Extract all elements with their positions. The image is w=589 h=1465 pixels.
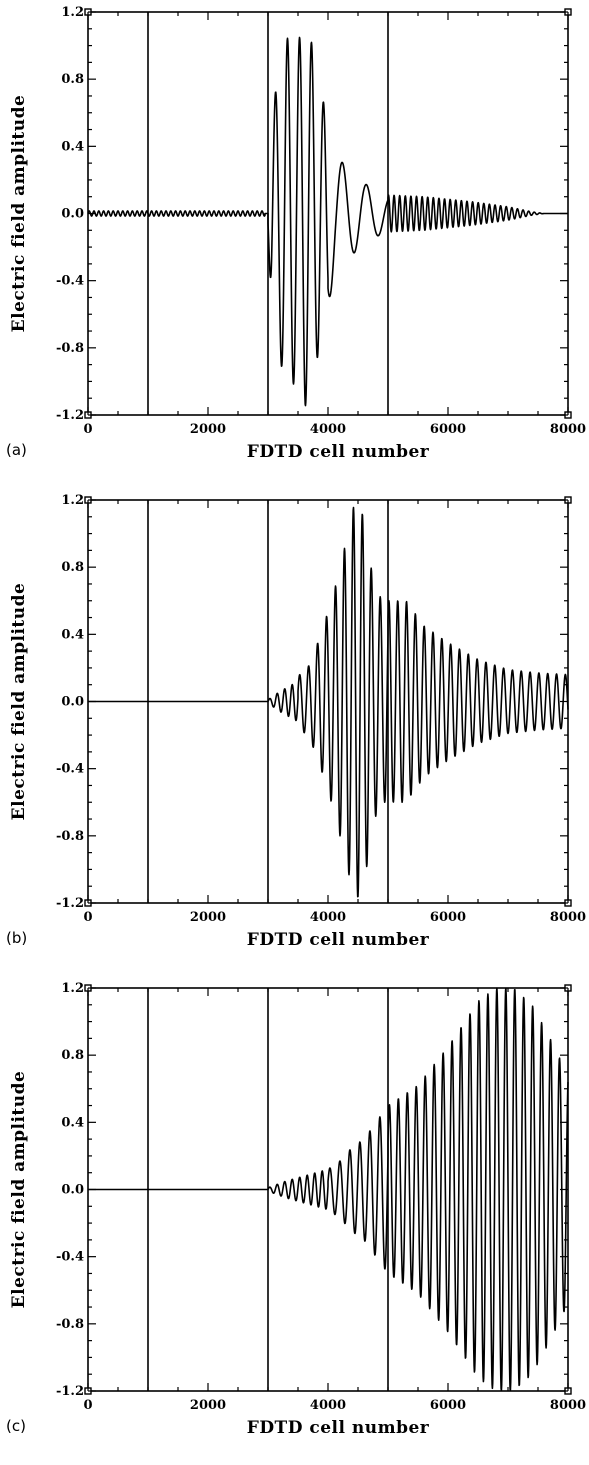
panel-label: (c) <box>6 1417 26 1435</box>
y-tick-label: 0.8 <box>61 560 84 575</box>
y-tick-label: -0.4 <box>56 1250 84 1265</box>
y-tick-label: -0.8 <box>56 1317 84 1332</box>
chart-panel-c: 0 2000 4000 6000 8000 1.2 0.8 0.4 0.0 -0.4 -0.8 -1.… <box>0 976 589 1464</box>
x-tick-label: 0 <box>83 1398 92 1413</box>
panel-label: (b) <box>6 929 27 947</box>
x-axis-label: FDTD cell number <box>247 930 430 950</box>
x-tick-label: 8000 <box>550 910 586 925</box>
x-tick-label: 2000 <box>190 910 226 925</box>
electric-field-series-line <box>87 506 569 898</box>
y-tick-label: -0.8 <box>56 341 84 356</box>
y-tick-label: -0.4 <box>56 274 84 289</box>
electric-field-series-line <box>87 36 569 407</box>
chart-svg: 0 2000 4000 6000 8000 1.2 0.8 0.4 0.0 -0.4 -0.8 -1.… <box>6 981 586 1438</box>
y-tick-label: -1.2 <box>56 1384 84 1399</box>
y-tick-label: 0.4 <box>61 1115 84 1130</box>
x-tick-label: 2000 <box>190 422 226 437</box>
y-tick-label: -0.4 <box>56 762 84 777</box>
y-tick-label: -1.2 <box>56 408 84 423</box>
y-tick-label: 0.8 <box>61 72 84 87</box>
x-tick-label: 0 <box>83 422 92 437</box>
chart-panel-a: 0 2000 4000 6000 8000 1.2 0.8 0.4 0.0 -0.4 -0.8 -1.… <box>0 0 589 488</box>
x-tick-label: 6000 <box>430 1398 466 1413</box>
y-tick-label: 1.2 <box>61 981 84 996</box>
panel-label: (a) <box>6 441 27 459</box>
x-tick-label: 8000 <box>550 1398 586 1413</box>
y-axis-label: Electric field amplitude <box>9 1071 29 1309</box>
x-tick-label: 8000 <box>550 422 586 437</box>
chart-svg: 0 2000 4000 6000 8000 1.2 0.8 0.4 0.0 -0.4 -0.8 -1.… <box>6 493 586 950</box>
y-tick-label: 0.0 <box>61 207 84 222</box>
y-tick-label: 0.4 <box>61 627 84 642</box>
x-tick-label: 6000 <box>430 422 466 437</box>
x-tick-label: 0 <box>83 910 92 925</box>
y-tick-label: 0.4 <box>61 139 84 154</box>
y-axis-label: Electric field amplitude <box>9 95 29 333</box>
x-tick-label: 4000 <box>310 422 346 437</box>
y-tick-label: -1.2 <box>56 896 84 911</box>
x-tick-label: 6000 <box>430 910 466 925</box>
x-tick-label: 4000 <box>310 910 346 925</box>
y-tick-label: 0.0 <box>61 1183 84 1198</box>
y-tick-label: 0.0 <box>61 695 84 710</box>
electric-field-series-line <box>87 987 569 1392</box>
y-tick-label: 0.8 <box>61 1048 84 1063</box>
x-axis-label: FDTD cell number <box>247 442 430 462</box>
y-axis-label: Electric field amplitude <box>9 583 29 821</box>
x-tick-label: 2000 <box>190 1398 226 1413</box>
chart-panel-b: 0 2000 4000 6000 8000 1.2 0.8 0.4 0.0 -0.4 -0.8 -1.… <box>0 488 589 976</box>
chart-svg: 0 2000 4000 6000 8000 1.2 0.8 0.4 0.0 -0.4 -0.8 -1.… <box>6 5 586 462</box>
y-tick-label: 1.2 <box>61 5 84 20</box>
x-tick-label: 4000 <box>310 1398 346 1413</box>
x-axis-label: FDTD cell number <box>247 1418 430 1438</box>
y-tick-label: 1.2 <box>61 493 84 508</box>
y-tick-label: -0.8 <box>56 829 84 844</box>
